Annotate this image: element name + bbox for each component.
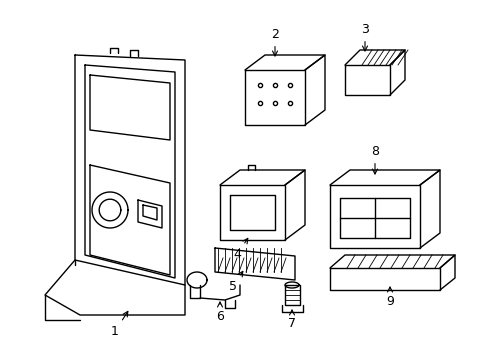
Text: 1: 1 [111, 311, 127, 338]
Text: 9: 9 [385, 287, 393, 308]
Text: 5: 5 [228, 271, 243, 293]
Text: 3: 3 [360, 23, 368, 51]
Text: 2: 2 [270, 28, 278, 56]
Text: 7: 7 [287, 310, 295, 330]
Text: 8: 8 [370, 145, 378, 174]
Text: 6: 6 [216, 302, 224, 323]
Text: 4: 4 [233, 238, 247, 261]
